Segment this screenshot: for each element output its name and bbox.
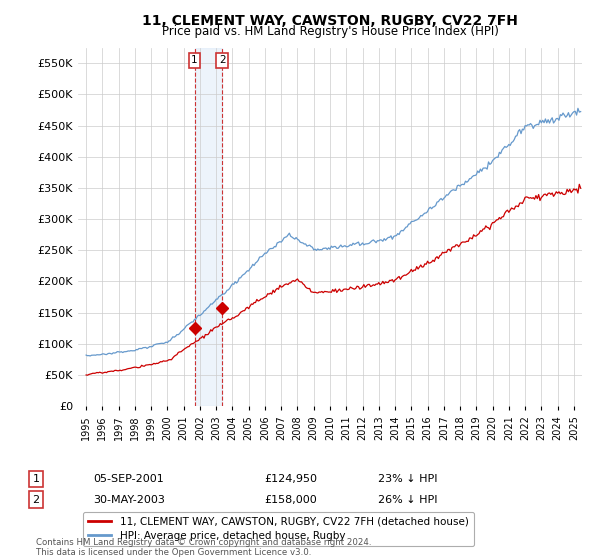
Text: 30-MAY-2003: 30-MAY-2003 [93,494,165,505]
Text: Price paid vs. HM Land Registry's House Price Index (HPI): Price paid vs. HM Land Registry's House … [161,25,499,38]
Text: 1: 1 [191,55,198,65]
Text: 26% ↓ HPI: 26% ↓ HPI [378,494,437,505]
Text: 2: 2 [219,55,226,65]
Text: 05-SEP-2001: 05-SEP-2001 [93,474,164,484]
Text: £158,000: £158,000 [264,494,317,505]
Text: £124,950: £124,950 [264,474,317,484]
Bar [194,48,222,406]
Text: Contains HM Land Registry data © Crown copyright and database right 2024.
This d: Contains HM Land Registry data © Crown c… [36,538,371,557]
Text: 23% ↓ HPI: 23% ↓ HPI [378,474,437,484]
Text: 1: 1 [32,474,40,484]
Text: 11, CLEMENT WAY, CAWSTON, RUGBY, CV22 7FH: 11, CLEMENT WAY, CAWSTON, RUGBY, CV22 7F… [142,14,518,28]
Text: 2: 2 [32,494,40,505]
Legend: 11, CLEMENT WAY, CAWSTON, RUGBY, CV22 7FH (detached house), HPI: Average price, : 11, CLEMENT WAY, CAWSTON, RUGBY, CV22 7F… [83,512,474,546]
